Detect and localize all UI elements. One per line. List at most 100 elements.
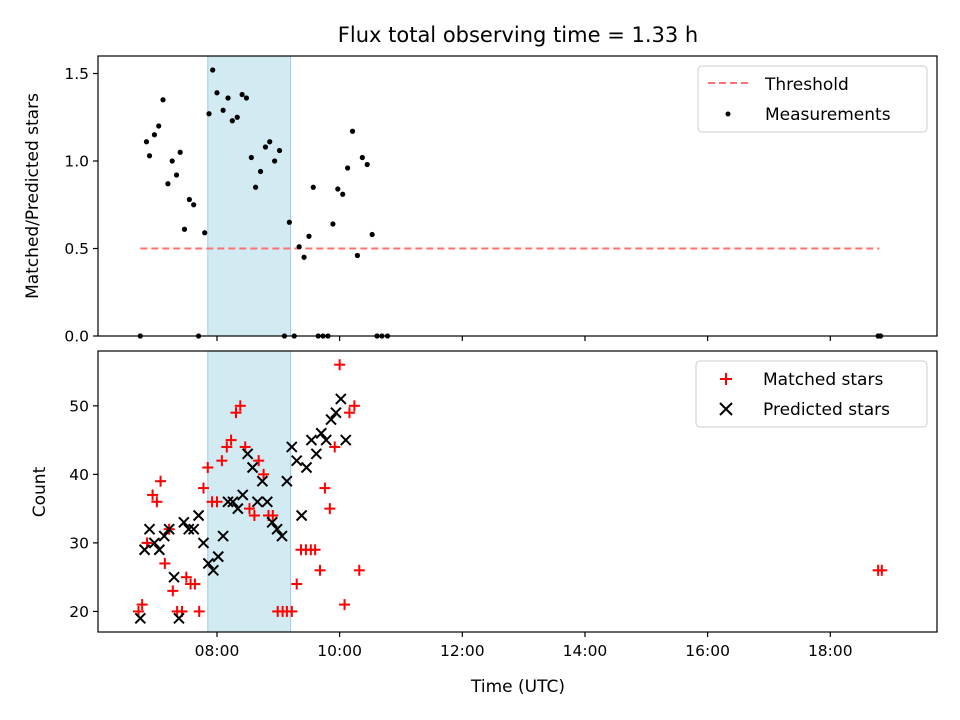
measurement-point [340, 191, 346, 197]
threshold-legend-label: Threshold [764, 75, 849, 95]
measurement-point [214, 90, 220, 96]
x-tick-label: 10:00 [317, 642, 362, 660]
matched-star-point [286, 605, 298, 617]
measurement-point [160, 97, 166, 103]
predicted-star-point [183, 523, 195, 535]
measurement-point [186, 196, 192, 203]
predicted-star-point [134, 612, 147, 624]
matched-star-point [334, 359, 346, 371]
count-legend-box [695, 360, 928, 428]
measurement-point [349, 128, 356, 134]
x-tick-label: 14:00 [563, 642, 608, 660]
measurement-point [243, 95, 250, 101]
measurement-point [151, 132, 158, 138]
predicted-star-point [325, 413, 337, 426]
ratio-y-tick-label: 1.0 [64, 153, 89, 171]
matched-star-point [314, 564, 326, 576]
matched-star-point [159, 557, 171, 569]
predicted-star-point [192, 509, 205, 522]
matched-star-point [319, 482, 331, 494]
ratio-legend-box [697, 65, 928, 133]
matched-star-point [151, 496, 163, 508]
measurement-point [301, 254, 307, 260]
x-axis-label: Time (UTC) [470, 677, 565, 697]
measurement-point [181, 226, 188, 232]
predicted-star-point [212, 550, 224, 563]
measurement-point [173, 172, 180, 178]
measurement-point [248, 154, 254, 161]
ratio-legend: Threshold Measurements [697, 65, 928, 133]
predicted-star-point [197, 537, 210, 549]
predicted-star-point [202, 557, 215, 570]
measurement-point [143, 139, 150, 145]
measurement-point [262, 144, 269, 150]
measurement-point [165, 181, 171, 187]
measurement-point [364, 161, 370, 168]
matched-star-point [180, 571, 192, 583]
predicted-star-point [222, 496, 234, 508]
predicted-star-point [291, 454, 303, 467]
measurement-point [286, 219, 292, 225]
predicted-star-point [315, 427, 327, 439]
matched-star-point [216, 455, 228, 467]
measurement-point [306, 233, 312, 239]
matched-star-point [193, 605, 205, 617]
matched-star-point [339, 599, 351, 611]
predicted-star-point [178, 516, 190, 529]
measurement-point [272, 158, 278, 164]
matched-legend-swatch [720, 373, 732, 385]
predicted-star-point [173, 612, 185, 624]
measurement-point [220, 107, 226, 113]
matched-star-point [189, 578, 201, 590]
measurement-point [239, 91, 245, 98]
matched-star-point [876, 564, 888, 576]
predicted-star-point [163, 523, 175, 535]
predicted-star-point [207, 564, 220, 577]
predicted-star-point [340, 434, 352, 446]
predicted-star-point [138, 544, 151, 556]
measurement-point [156, 123, 162, 129]
count-y-tick-label: 20 [69, 603, 89, 621]
chart-title: Flux total observing time = 1.33 h [338, 23, 698, 47]
x-tick-label: 16:00 [685, 642, 730, 660]
matched-star-point [348, 400, 360, 412]
measurement-point [202, 230, 208, 236]
ratio-highlight-span [207, 55, 292, 337]
matched-star-point [234, 400, 246, 412]
count-highlight-span [207, 350, 292, 633]
matched-star-point [155, 475, 167, 487]
matched-star-point [243, 503, 255, 515]
measurement-point [369, 231, 375, 238]
predicted-legend-swatch [719, 402, 733, 416]
measurement-point [359, 154, 365, 161]
measurement-point [253, 184, 259, 190]
measurement-point [177, 149, 183, 155]
measurement-point [330, 221, 336, 227]
matched-star-point [230, 407, 242, 419]
x-tick-label: 08:00 [195, 642, 240, 660]
predicted-star-point [266, 516, 278, 529]
ratio-panel-frame [97, 55, 938, 337]
measurement-point [345, 165, 351, 171]
matched-star-point [258, 468, 270, 480]
ratio-y-tick-label: 0.5 [64, 240, 89, 258]
measurement-point [191, 202, 197, 208]
matched-star-point [136, 599, 148, 611]
ratio-panel-ylabel: Matched/Predicted stars [23, 93, 43, 299]
measurement-point [210, 67, 216, 73]
predicted-star-point [148, 537, 161, 549]
matched-star-point [211, 496, 223, 508]
predicted-star-point [320, 434, 332, 446]
measurement-point [335, 186, 341, 192]
measurements-legend-label: Measurements [765, 105, 891, 125]
predicted-star-point [295, 509, 308, 522]
predicted-star-point [281, 475, 293, 487]
matched-star-point [291, 578, 303, 590]
matched-star-point [309, 544, 321, 556]
count-y-tick-label: 30 [69, 534, 89, 552]
measurement-point [276, 147, 283, 154]
matched-star-point [147, 489, 159, 501]
predicted-star-point [237, 489, 249, 501]
measurement-point [310, 184, 316, 190]
predicted-star-point [232, 502, 244, 515]
